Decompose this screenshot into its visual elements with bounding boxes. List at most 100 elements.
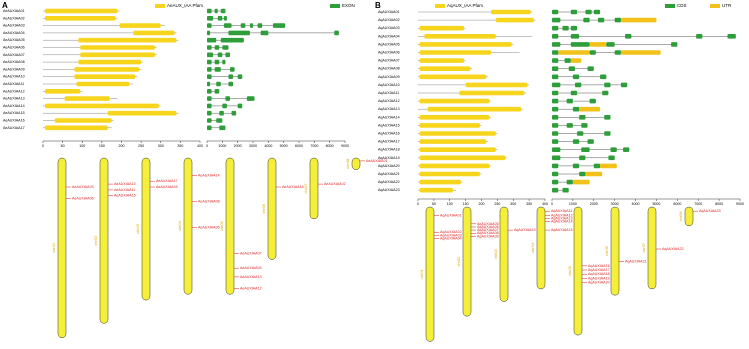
- gene-name: AqAUXIAA22: [378, 180, 400, 184]
- exon: [225, 52, 230, 58]
- exon: [207, 67, 212, 72]
- exon: [552, 131, 559, 136]
- exon: [257, 23, 263, 28]
- exon: [552, 90, 559, 96]
- utr: [589, 42, 607, 47]
- exon: [593, 163, 601, 169]
- pfam-domain: [44, 103, 159, 109]
- gene-name: AeAUXIAA05: [3, 38, 25, 42]
- legend-swatch: [665, 4, 675, 8]
- exon: [272, 23, 286, 28]
- locus-label: AeAUXIAA09: [156, 185, 178, 189]
- utr: [579, 106, 601, 112]
- exon: [216, 81, 221, 87]
- exon: [237, 103, 243, 109]
- exon: [222, 59, 226, 65]
- tick-label: 8000: [326, 144, 334, 148]
- exon: [220, 37, 244, 43]
- gene-name: AqAUXIAA11: [378, 91, 399, 95]
- pfam-domain: [133, 30, 175, 36]
- locus-label: AqAUXIAA16: [588, 264, 610, 268]
- exon: [620, 82, 628, 88]
- tick-label: 9000: [341, 144, 349, 148]
- gene-name: AqAUXIAA04: [378, 34, 400, 38]
- locus-label: AqAUXIAA22: [662, 247, 684, 251]
- locus-label: AqAUXIAA17: [588, 268, 610, 272]
- exon: [566, 98, 573, 104]
- gene-name: AeAUXIAA16: [3, 118, 25, 122]
- pfam-domain: [424, 34, 496, 39]
- exon: [223, 23, 232, 28]
- locus-label: AqAUXIAA18: [588, 272, 610, 276]
- exon: [207, 59, 212, 65]
- exon: [219, 125, 226, 131]
- locus-label: AeAUXIAA03: [72, 185, 94, 189]
- pfam-domain: [44, 8, 118, 14]
- locus-label: AeAUXIAA04: [240, 266, 262, 270]
- locus-label: AeAUXIAA05: [198, 226, 220, 230]
- gene-name: AeAUXIAA14: [3, 104, 25, 108]
- exon: [207, 52, 214, 58]
- exon: [260, 30, 269, 36]
- locus-label: AeAUXIAA12: [240, 286, 262, 290]
- gene-name: AqAUXIAA01: [378, 10, 400, 14]
- chromosome: [183, 157, 193, 295]
- exon: [600, 74, 607, 80]
- exon: [572, 163, 580, 169]
- exon: [570, 42, 590, 47]
- exon: [604, 131, 611, 136]
- tick-label: 400: [542, 202, 548, 206]
- pfam-domain: [419, 163, 490, 169]
- exon: [207, 45, 212, 50]
- tick-label: 0: [206, 144, 208, 148]
- exon: [579, 115, 586, 120]
- exon: [579, 171, 586, 177]
- tick-label: 3000: [611, 202, 619, 206]
- exon: [562, 187, 569, 193]
- tick-label: 100: [79, 144, 85, 148]
- tick-label: 2000: [590, 202, 598, 206]
- tick-label: 100: [447, 202, 453, 206]
- tick-label: 7000: [310, 144, 318, 148]
- gene-name: AeAUXIAA17: [3, 126, 25, 130]
- exon: [214, 89, 220, 94]
- tick-label: 350: [177, 144, 183, 148]
- tick-label: 250: [138, 144, 144, 148]
- locus-label: AeAUXIAA11: [114, 188, 135, 192]
- exon: [207, 30, 211, 36]
- chromosome: [57, 157, 67, 339]
- gene-name: AqAUXIAA02: [378, 18, 400, 22]
- exon: [552, 66, 559, 71]
- gene-name: AeAUXIAA04: [3, 31, 25, 35]
- locus-label: AeAUXIAA10: [114, 182, 136, 186]
- exon: [579, 155, 586, 161]
- chromosome: [425, 206, 435, 342]
- locus-label: AeAUXIAA17: [156, 179, 178, 183]
- exon: [572, 139, 580, 144]
- pfam-domain: [465, 82, 528, 88]
- gene-name: AqAUXIAA05: [378, 42, 400, 46]
- pfam-domain: [44, 125, 108, 131]
- exon: [223, 16, 227, 21]
- exon: [230, 67, 235, 72]
- tick-label: 0: [42, 144, 44, 148]
- locus-label: AqAUXIAA03: [440, 233, 462, 237]
- locus-label: AqAUXIAA20: [588, 281, 610, 285]
- locus-label: AeAUXIAA06: [72, 197, 94, 201]
- chromosome-name: chr01: [51, 242, 56, 253]
- tick-label: 350: [526, 202, 532, 206]
- chromosome: [309, 157, 319, 220]
- chromosome-name: chr06: [261, 203, 266, 214]
- chromosome-name: chr06: [604, 245, 609, 256]
- locus-label: AeAUXIAA13: [240, 275, 262, 279]
- exon: [552, 58, 559, 63]
- exon: [249, 23, 253, 28]
- pfam-domain: [44, 89, 81, 94]
- utr: [558, 50, 590, 55]
- pfam-domain: [419, 66, 471, 71]
- pfam-domain: [419, 155, 506, 161]
- pfam-domain: [44, 16, 116, 21]
- gene-name: AqAUXIAA14: [378, 115, 400, 119]
- locus-label: AeAUXIAA16: [282, 185, 304, 189]
